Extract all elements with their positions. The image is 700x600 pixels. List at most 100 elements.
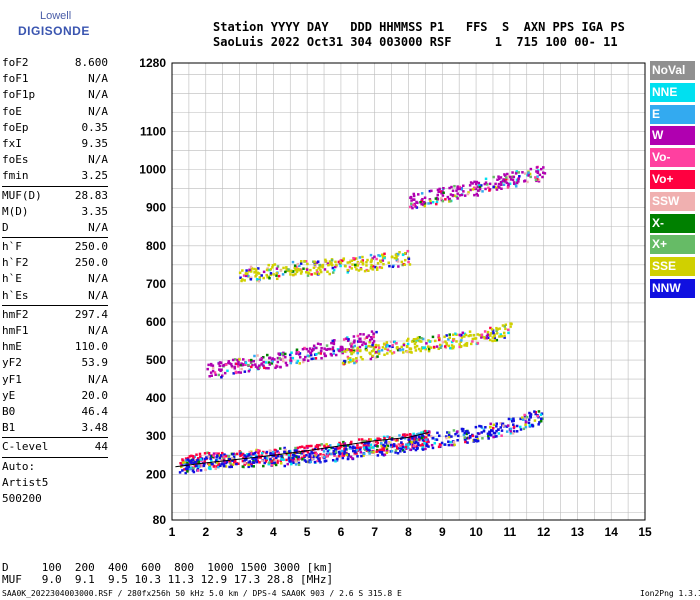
echo-point: [256, 354, 259, 357]
echo-point: [323, 268, 327, 271]
echo-point: [456, 186, 459, 189]
echo-point: [528, 424, 532, 427]
echo-point: [340, 350, 344, 353]
echo-point: [285, 364, 289, 367]
param-value: 297.4: [74, 307, 108, 321]
echo-point: [437, 334, 441, 337]
echo-point: [300, 456, 304, 460]
echo-point: [504, 180, 507, 183]
echo-point: [529, 175, 532, 179]
echo-point: [337, 454, 341, 458]
echo-point: [483, 182, 487, 186]
echo-point: [527, 421, 531, 425]
echo-point: [429, 201, 432, 205]
param-name: h`F2: [2, 256, 29, 270]
echo-point: [275, 274, 278, 277]
echo-point: [187, 456, 190, 460]
echo-point: [256, 449, 260, 452]
echo-point: [293, 264, 297, 267]
echo-point: [228, 465, 231, 469]
echo-point: [270, 461, 274, 465]
param-value: 250.0: [74, 240, 108, 254]
echo-point: [353, 339, 356, 342]
echo-point: [316, 342, 320, 346]
echo-point: [316, 270, 319, 274]
echo-point: [365, 268, 369, 272]
echo-point: [326, 347, 330, 351]
echo-point: [367, 334, 371, 337]
echo-point: [332, 341, 336, 345]
echo-point: [251, 461, 254, 464]
echo-point: [395, 341, 398, 345]
echo-point: [331, 346, 335, 349]
echo-point: [254, 450, 258, 453]
echo-point: [500, 429, 504, 432]
echo-point: [475, 192, 479, 196]
echo-point: [412, 337, 416, 341]
echo-point: [477, 183, 481, 187]
echo-point: [487, 437, 490, 440]
param-row: yF1 N/A: [2, 372, 108, 388]
echo-point: [401, 449, 405, 452]
echo-point: [367, 443, 370, 446]
echo-point: [298, 352, 302, 355]
echo-point: [239, 276, 242, 279]
echo-point: [355, 452, 358, 455]
echo-point: [366, 441, 369, 445]
echo-point: [306, 274, 310, 277]
echo-point: [386, 444, 390, 448]
echo-point: [349, 360, 352, 363]
echo-point: [239, 371, 243, 374]
echo-point: [220, 451, 224, 455]
echo-point: [244, 361, 248, 364]
legend-item-x: X+: [650, 235, 695, 255]
echo-point: [207, 455, 210, 459]
echo-point: [421, 337, 425, 341]
echo-point: [272, 452, 275, 455]
echo-point: [241, 452, 245, 456]
echo-point: [495, 332, 499, 335]
echo-point: [275, 267, 279, 270]
echo-point: [435, 345, 439, 348]
echo-point: [515, 430, 519, 433]
echo-point: [350, 347, 353, 351]
echo-point: [450, 347, 454, 350]
echo-point: [358, 349, 362, 353]
echo-point: [428, 340, 432, 343]
echo-point: [351, 447, 354, 450]
echo-point: [493, 336, 497, 340]
param-value: 28.83: [74, 188, 108, 202]
echo-point: [523, 180, 526, 183]
echo-point: [181, 461, 185, 464]
echo-point: [240, 279, 243, 283]
echo-point: [356, 351, 359, 355]
echo-point: [340, 449, 344, 453]
echo-point: [477, 181, 481, 185]
param-name: foF1: [2, 72, 29, 86]
echo-point: [313, 262, 317, 266]
echo-point: [319, 352, 323, 355]
echo-point: [361, 440, 364, 443]
echo-point: [315, 346, 318, 350]
echo-point: [514, 185, 518, 188]
echo-point: [395, 438, 399, 442]
x-tick-label: 10: [469, 525, 483, 539]
echo-point: [445, 343, 448, 346]
echo-point: [506, 178, 509, 181]
echo-point: [244, 272, 248, 275]
echo-point: [447, 344, 451, 348]
echo-point: [413, 442, 417, 445]
echo-point: [432, 345, 436, 349]
echo-point: [437, 445, 441, 449]
echo-point: [510, 175, 514, 179]
echo-point: [337, 260, 341, 264]
y-tick-label: 1100: [140, 125, 166, 139]
echo-point: [527, 418, 531, 421]
echo-point: [253, 267, 256, 271]
echo-point: [274, 463, 278, 467]
echo-point: [209, 462, 213, 466]
param-row: D N/A: [2, 220, 108, 236]
echo-point: [517, 180, 520, 183]
echo-point: [298, 264, 301, 268]
echo-point: [398, 447, 401, 450]
